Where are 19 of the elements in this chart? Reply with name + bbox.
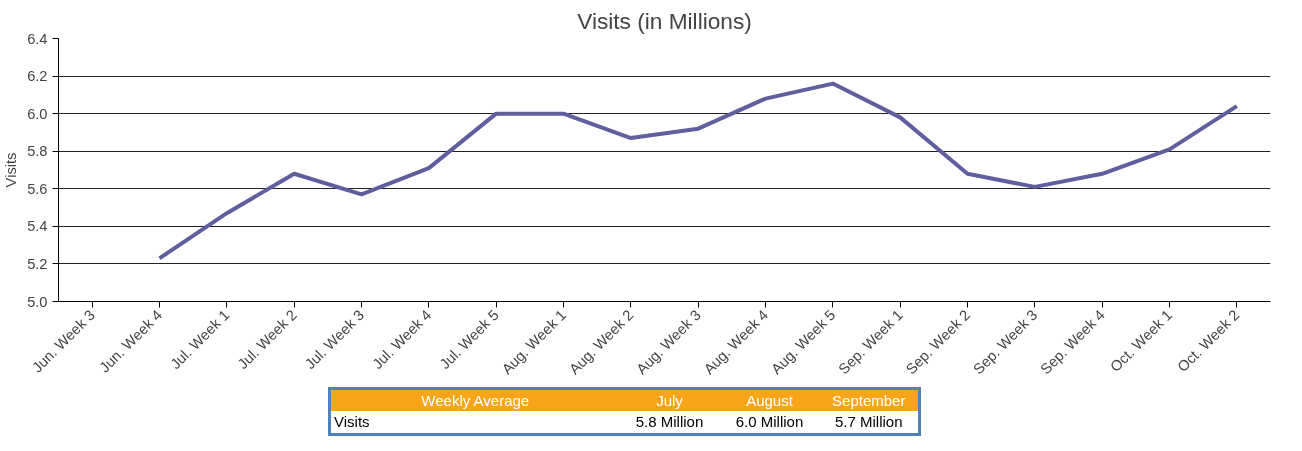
chart-title: Visits (in Millions) [577, 7, 752, 34]
y-tick-label: 6.4 [27, 30, 48, 47]
text: Weekly Average [420, 391, 531, 411]
text: 5.8 Million [634, 412, 705, 433]
y-tick-label: 5.4 [27, 218, 48, 235]
line-series [157, 81, 1239, 261]
y-tick-label: 6.0 [27, 105, 48, 122]
y-tick-label: 5.2 [27, 255, 48, 272]
y-tick-label: 6.2 [27, 68, 48, 85]
text: Visits [333, 412, 371, 433]
y-axis-title: Visits [3, 152, 20, 188]
text: August [745, 391, 794, 411]
y-tick-label: 5.0 [27, 293, 48, 310]
y-tick-label: 5.6 [27, 180, 48, 197]
text: 5.7 Million [834, 412, 904, 433]
text: July [655, 391, 684, 411]
text: 6.0 Million [734, 412, 805, 433]
text: September [831, 391, 907, 411]
y-tick-label: 5.8 [27, 143, 48, 160]
